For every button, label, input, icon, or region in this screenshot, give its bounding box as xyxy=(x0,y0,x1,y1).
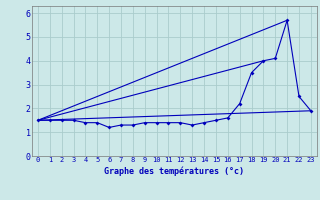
X-axis label: Graphe des températures (°c): Graphe des températures (°c) xyxy=(104,166,244,176)
